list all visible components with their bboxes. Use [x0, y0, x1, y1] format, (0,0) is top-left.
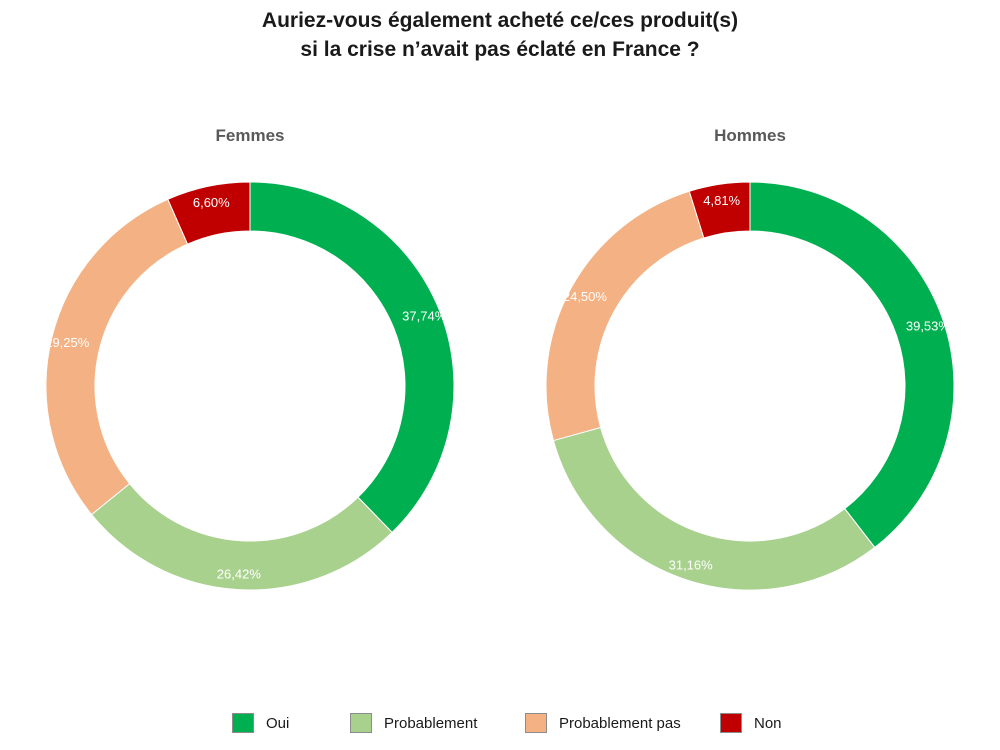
slice-label-hommes-probablement: 31,16% [669, 557, 714, 572]
slice-label-hommes-probablement-pas: 24,50% [563, 289, 608, 304]
legend-label-probablement-pas: Probablement pas [559, 714, 681, 732]
slice-label-femmes-non: 6,60% [193, 195, 230, 210]
donut-slice-hommes-non [688, 181, 751, 239]
legend-item-probablement-pas: Probablement pas [525, 713, 681, 733]
legend-item-oui: Oui [232, 713, 289, 733]
slice-label-femmes-oui: 37,74% [402, 308, 447, 323]
chart-title: Auriez-vous également acheté ce/ces prod… [0, 6, 1000, 64]
chart-title-line-1: Auriez-vous également acheté ce/ces prod… [261, 9, 739, 32]
legend-swatch-probablement-pas [525, 713, 547, 733]
legend: Oui Probablement Probablement pas Non [0, 713, 1000, 739]
legend-swatch-probablement [350, 713, 372, 733]
slice-label-hommes-non: 4,81% [703, 193, 740, 208]
legend-item-non: Non [720, 713, 782, 733]
donut-title-femmes: Femmes [216, 126, 285, 145]
donut-slice-hommes-probablement-pas [545, 190, 705, 442]
legend-swatch-non [720, 713, 742, 733]
donut-chart-hommes: Hommes 39,53% 31,16% 24,50% 4,81% [545, 126, 955, 591]
donut-slice-femmes-probablement-pas [45, 198, 189, 516]
slice-label-femmes-probablement: 26,42% [217, 567, 262, 582]
legend-label-probablement: Probablement [384, 714, 478, 732]
legend-label-oui: Oui [266, 714, 290, 732]
slice-label-femmes-probablement-pas: 29,25% [45, 335, 90, 350]
legend-item-probablement: Probablement [350, 713, 477, 733]
donut-title-hommes: Hommes [714, 126, 786, 145]
donut-slice-hommes-oui [749, 181, 955, 549]
donut-slice-femmes-non [167, 181, 251, 245]
donut-chart-femmes: Femmes 37,74% 26,42% 29,25% 6,60% [45, 126, 455, 591]
chart-title-line-2: si la crise n’avait pas éclaté en France… [300, 38, 700, 61]
slice-label-hommes-oui: 39,53% [906, 318, 951, 333]
donut-slice-hommes-probablement [552, 426, 876, 591]
legend-swatch-oui [232, 713, 254, 733]
legend-label-non: Non [754, 714, 782, 732]
donut-slice-femmes-oui [249, 181, 455, 534]
